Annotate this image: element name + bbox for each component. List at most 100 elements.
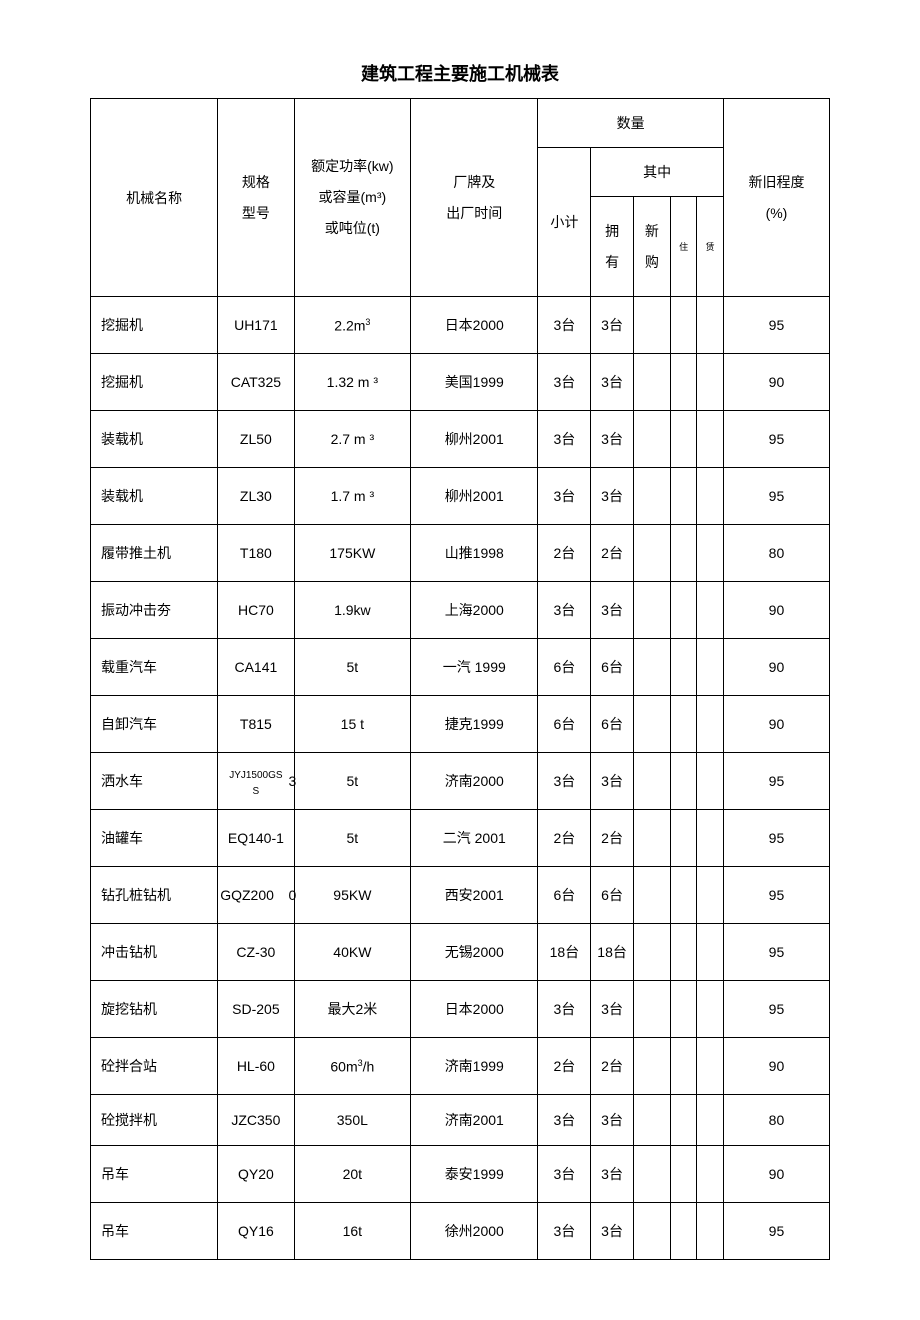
table-row: 履带推土机T180175KW山推19982台2台80 (91, 525, 830, 582)
cell-resi (670, 1038, 697, 1095)
header-brand-l1: 厂牌及 (413, 167, 535, 198)
cell-brand: 柳州2001 (411, 468, 538, 525)
cell-capacity: 2.7 m ³ (294, 411, 411, 468)
cell-condition: 80 (723, 525, 829, 582)
table-row: 振动冲击夯HC701.9kw上海20003台3台90 (91, 582, 830, 639)
header-name: 机械名称 (91, 99, 218, 297)
cell-capacity: 40KW (294, 924, 411, 981)
table-row: 挖掘机CAT3251.32 m ³美国19993台3台90 (91, 354, 830, 411)
cell-name: 油罐车 (91, 810, 218, 867)
cell-rent (697, 924, 724, 981)
cell-capacity: 5t3 (294, 753, 411, 810)
cell-condition: 90 (723, 1146, 829, 1203)
cell-resi (670, 639, 697, 696)
cell-brand: 美国1999 (411, 354, 538, 411)
cell-condition: 95 (723, 924, 829, 981)
machinery-table: 机械名称 规格 型号 额定功率(kw) 或容量(m³) 或吨位(t) 厂牌及 出… (90, 98, 830, 1260)
cell-rent (697, 525, 724, 582)
header-condition: 新旧程度 (%) (723, 99, 829, 297)
cell-rent (697, 411, 724, 468)
cell-rent (697, 1095, 724, 1146)
cell-rent (697, 1203, 724, 1260)
cell-name: 砼拌合站 (91, 1038, 218, 1095)
cell-new (633, 468, 670, 525)
cell-brand: 徐州2000 (411, 1203, 538, 1260)
cell-own: 2台 (591, 810, 633, 867)
cell-capacity: 1.32 m ³ (294, 354, 411, 411)
cell-subtotal: 6台 (538, 639, 591, 696)
cell-resi (670, 924, 697, 981)
cell-resi (670, 981, 697, 1038)
cell-name: 载重汽车 (91, 639, 218, 696)
cell-model: UH171 (218, 297, 294, 354)
page-title: 建筑工程主要施工机械表 (90, 60, 830, 86)
header-own-l2: 有 (593, 247, 630, 278)
cell-model: CA141 (218, 639, 294, 696)
cell-own: 3台 (591, 1095, 633, 1146)
header-new-l2: 购 (636, 247, 668, 278)
table-row: 砼拌合站HL-6060m3/h济南19992台2台90 (91, 1038, 830, 1095)
cell-condition: 90 (723, 582, 829, 639)
cell-name: 吊车 (91, 1146, 218, 1203)
cell-capacity: 最大2米 (294, 981, 411, 1038)
cell-new (633, 753, 670, 810)
cell-new (633, 981, 670, 1038)
cell-resi (670, 582, 697, 639)
cell-rent (697, 1146, 724, 1203)
cell-resi (670, 1146, 697, 1203)
cell-name: 挖掘机 (91, 297, 218, 354)
cell-subtotal: 3台 (538, 411, 591, 468)
cell-name: 旋挖钻机 (91, 981, 218, 1038)
cell-condition: 95 (723, 468, 829, 525)
table-body: 挖掘机UH1712.2m3日本20003台3台95挖掘机CAT3251.32 m… (91, 297, 830, 1260)
cell-model: QY16 (218, 1203, 294, 1260)
cell-new (633, 1203, 670, 1260)
cell-model: HC70 (218, 582, 294, 639)
cell-name: 装载机 (91, 411, 218, 468)
cell-subtotal: 2台 (538, 1038, 591, 1095)
header-condition-l2: (%) (726, 198, 827, 229)
cell-condition: 90 (723, 639, 829, 696)
table-row: 装载机ZL502.7 m ³柳州20013台3台95 (91, 411, 830, 468)
cell-resi (670, 810, 697, 867)
cell-name: 冲击钻机 (91, 924, 218, 981)
cell-resi (670, 753, 697, 810)
cell-new (633, 810, 670, 867)
cell-resi (670, 696, 697, 753)
cell-new (633, 696, 670, 753)
cell-condition: 95 (723, 810, 829, 867)
cell-condition: 90 (723, 696, 829, 753)
cell-resi (670, 354, 697, 411)
cell-subtotal: 18台 (538, 924, 591, 981)
cell-new (633, 1038, 670, 1095)
cell-model: GQZ200 (218, 867, 294, 924)
cell-new (633, 1146, 670, 1203)
cell-capacity: 16t (294, 1203, 411, 1260)
cell-brand: 无锡2000 (411, 924, 538, 981)
cell-brand: 捷克1999 (411, 696, 538, 753)
cell-model: CAT325 (218, 354, 294, 411)
cell-new (633, 354, 670, 411)
cell-condition: 95 (723, 981, 829, 1038)
cell-condition: 80 (723, 1095, 829, 1146)
cell-capacity: 1.9kw (294, 582, 411, 639)
header-new: 新 购 (633, 197, 670, 297)
table-row: 吊车QY2020t泰安19993台3台90 (91, 1146, 830, 1203)
cell-rent (697, 981, 724, 1038)
cell-name: 吊车 (91, 1203, 218, 1260)
cell-resi (670, 411, 697, 468)
cell-capacity: 5t (294, 810, 411, 867)
cell-subtotal: 3台 (538, 753, 591, 810)
cell-brand: 二汽 2001 (411, 810, 538, 867)
table-row: 旋挖钻机SD-205最大2米日本20003台3台95 (91, 981, 830, 1038)
cell-new (633, 411, 670, 468)
cell-name: 钻孔桩钻机 (91, 867, 218, 924)
cell-capacity: 2.2m3 (294, 297, 411, 354)
header-capacity: 额定功率(kw) 或容量(m³) 或吨位(t) (294, 99, 411, 297)
cell-rent (697, 582, 724, 639)
table-row: 砼搅拌机JZC350350L济南20013台3台80 (91, 1095, 830, 1146)
header-capacity-l3: 或吨位(t) (297, 213, 409, 244)
cell-rent (697, 1038, 724, 1095)
cell-condition: 90 (723, 354, 829, 411)
header-own-l1: 拥 (593, 216, 630, 247)
